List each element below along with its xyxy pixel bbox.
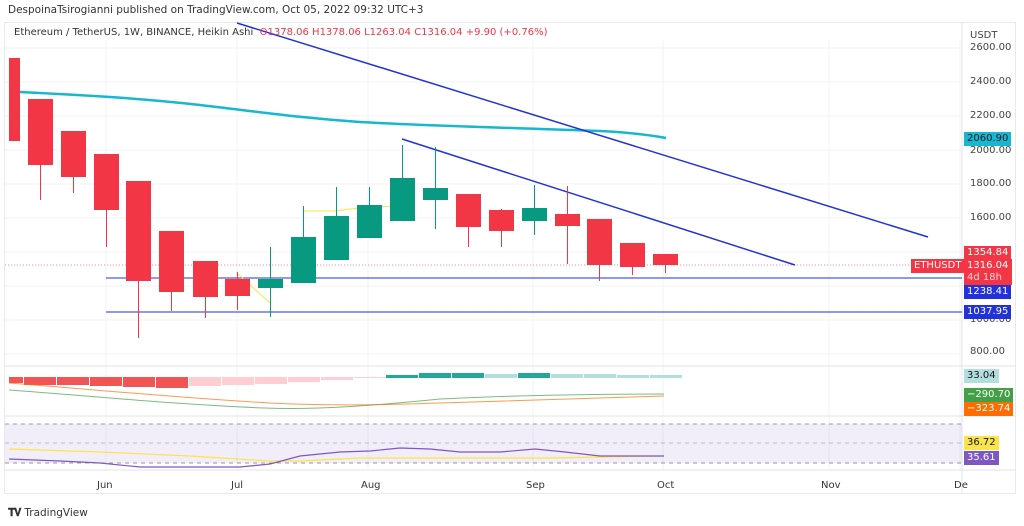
upper-trendline[interactable] <box>236 22 929 238</box>
ma-value-tag: 2060.90 <box>964 132 1012 146</box>
axis-tick: 1800.00 <box>970 178 1012 189</box>
symbol-tag: ETHUSDT <box>911 259 965 273</box>
chart-frame <box>4 22 1016 494</box>
annotation-line <box>236 272 271 304</box>
axis-tick: 2600.00 <box>970 42 1012 53</box>
moving-average-line[interactable] <box>19 90 667 140</box>
x-tick: Nov <box>821 480 841 491</box>
annotation-line <box>303 205 401 212</box>
last-price-tag: 1316.04 4d 18h <box>964 259 1012 285</box>
support-2-tag: 1037.95 <box>964 305 1012 319</box>
axis-unit: USDT <box>970 30 998 41</box>
support-1-tag: 1238.41 <box>964 285 1012 299</box>
rsi-line <box>8 447 664 468</box>
macd-tag: −290.70 <box>964 388 1014 402</box>
rsi-ma-line <box>8 448 665 462</box>
symbol-label[interactable]: Ethereum / TetherUS, 1W, BINANCE, Heikin… <box>14 27 254 38</box>
axis-tick: 2200.00 <box>970 110 1012 121</box>
axis-tick: 1600.00 <box>970 212 1012 223</box>
macd-line <box>8 389 665 409</box>
last-price: 1316.04 <box>967 260 1009 271</box>
x-tick: Oct <box>657 480 675 491</box>
axis-tick: 2000.00 <box>970 145 1012 156</box>
x-tick: Jul <box>231 480 244 491</box>
macd-histogram <box>9 373 682 388</box>
axis-tick: 2400.00 <box>970 76 1012 87</box>
rsi-tag: 35.61 <box>964 451 999 465</box>
signal-line <box>8 382 665 406</box>
axis-tick: 800.00 <box>970 346 1005 357</box>
high-price-tag: 1354.84 <box>964 246 1012 260</box>
axis-tick: 1000.00 <box>970 314 1012 325</box>
tradingview-logo-icon: 𝐓𝐕 <box>8 506 21 519</box>
chart-legend: Ethereum / TetherUS, 1W, BINANCE, Heikin… <box>14 27 547 38</box>
signal-tag: −323.74 <box>964 402 1014 416</box>
footer-label: TradingView <box>24 507 88 519</box>
x-tick: De <box>954 480 968 491</box>
rsi-ma-tag: 36.72 <box>964 436 999 450</box>
footer-brand[interactable]: 𝐓𝐕 TradingView <box>8 506 88 520</box>
x-tick: Aug <box>361 480 381 491</box>
rsi-band <box>5 424 962 463</box>
lower-trendline[interactable] <box>401 138 796 266</box>
macd-hist-tag: 33.04 <box>964 369 999 383</box>
x-tick: Jun <box>97 480 113 491</box>
x-tick: Sep <box>526 480 545 491</box>
candles[interactable] <box>9 58 678 338</box>
publisher-line: DespoinaTsirogianni published on Trading… <box>8 4 424 16</box>
bar-countdown: 4d 18h <box>967 272 1002 283</box>
ohlc-values: O1378.06 H1378.06 L1263.04 C1316.04 +9.9… <box>259 27 548 38</box>
